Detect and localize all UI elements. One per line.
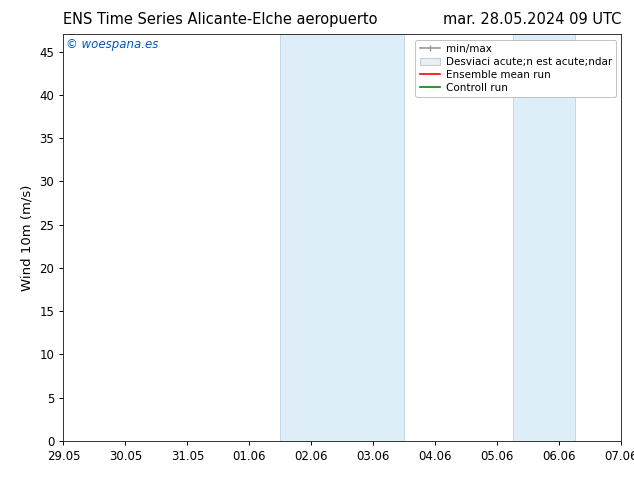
Y-axis label: Wind 10m (m/s): Wind 10m (m/s) bbox=[21, 184, 34, 291]
Text: mar. 28.05.2024 09 UTC: mar. 28.05.2024 09 UTC bbox=[443, 12, 621, 27]
Bar bbox=[513, 34, 575, 441]
Text: © woespana.es: © woespana.es bbox=[66, 38, 158, 51]
Text: ENS Time Series Alicante-Elche aeropuerto: ENS Time Series Alicante-Elche aeropuert… bbox=[63, 12, 378, 27]
Legend: min/max, Desviaci acute;n est acute;ndar, Ensemble mean run, Controll run: min/max, Desviaci acute;n est acute;ndar… bbox=[415, 40, 616, 97]
Bar bbox=[280, 34, 404, 441]
